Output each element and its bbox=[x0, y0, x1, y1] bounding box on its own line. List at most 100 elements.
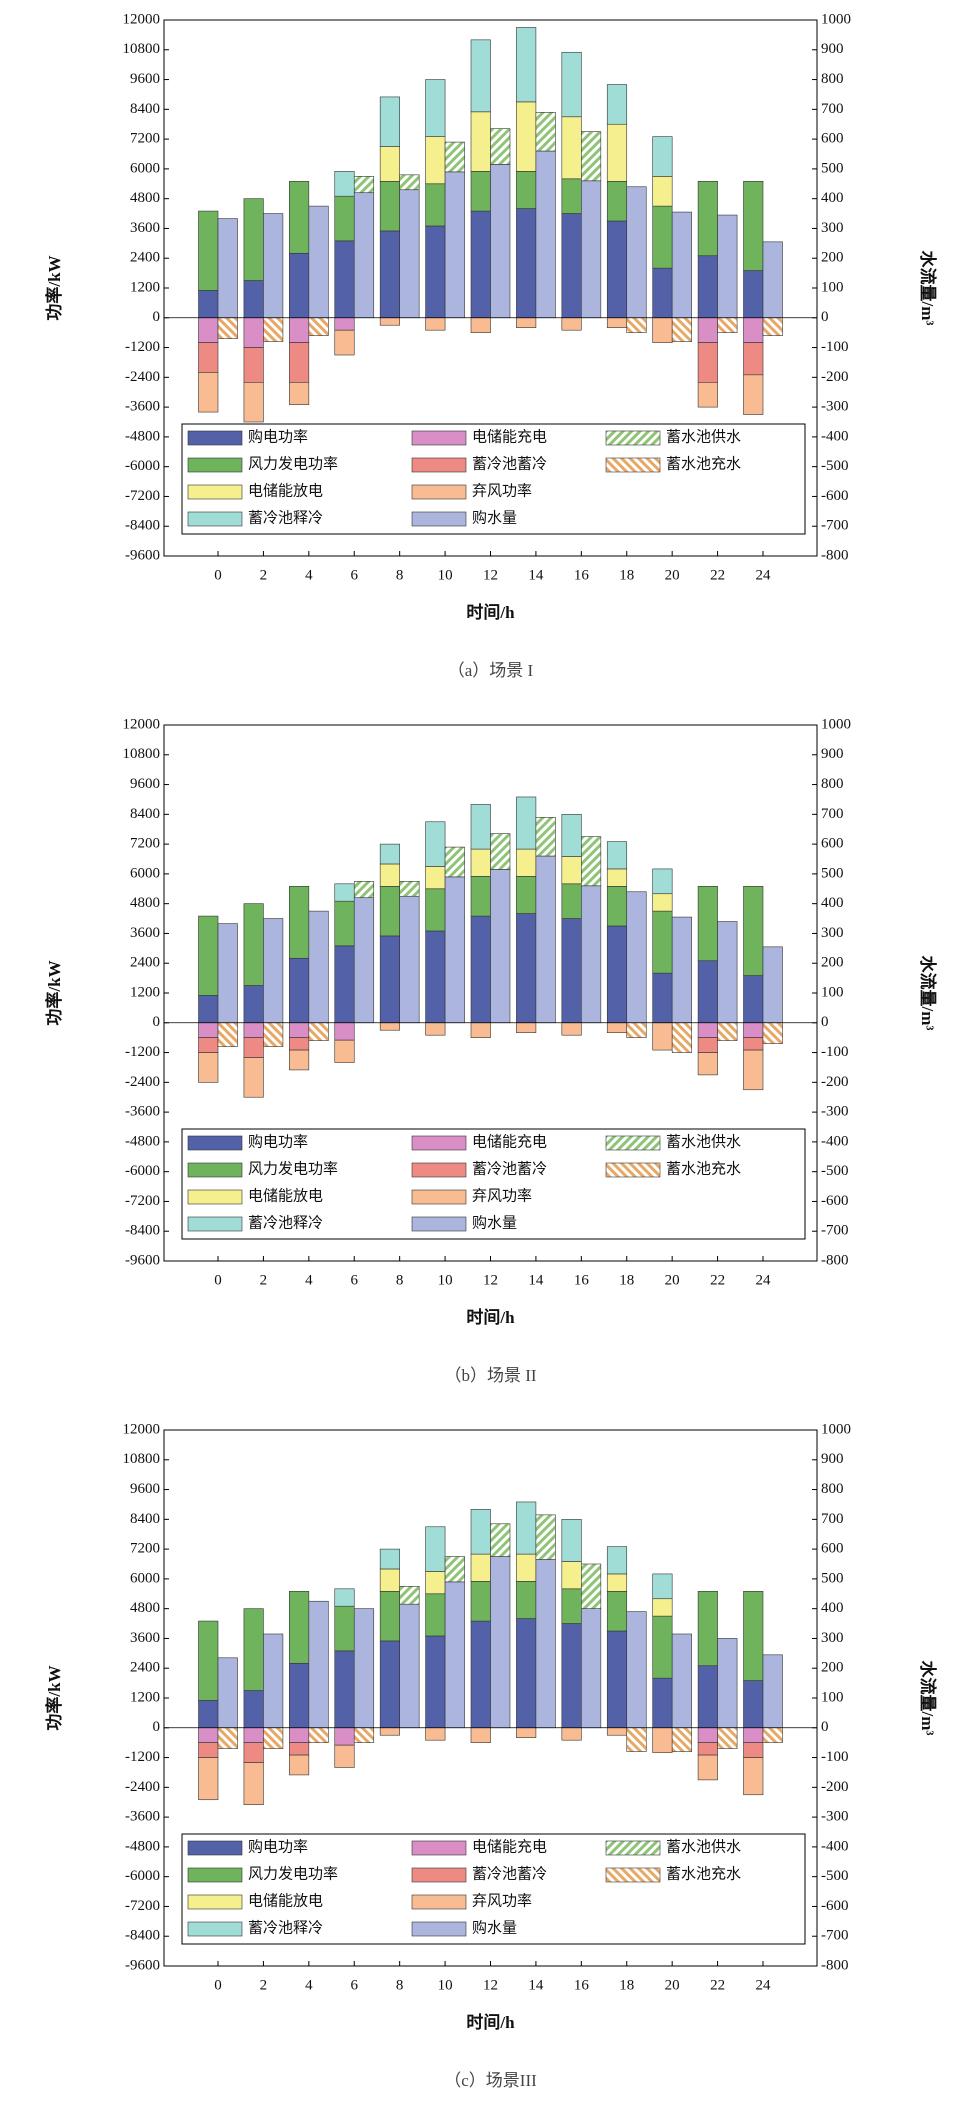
legend-label: 电储能充电 bbox=[472, 1838, 547, 1855]
y-tick-label: 1200 bbox=[130, 1689, 160, 1705]
y-tick-label: -8400 bbox=[125, 1223, 160, 1239]
bar bbox=[606, 180, 628, 222]
bar bbox=[606, 84, 628, 125]
bar bbox=[516, 876, 537, 914]
bar bbox=[535, 1559, 556, 1729]
bar bbox=[561, 213, 582, 319]
bar bbox=[652, 267, 673, 319]
x-tick-label: 22 bbox=[710, 567, 725, 583]
y-tick-label: -4800 bbox=[125, 1133, 160, 1149]
bar bbox=[308, 205, 329, 319]
y2-tick-label: 200 bbox=[821, 955, 844, 971]
x-tick-label: 12 bbox=[483, 567, 498, 583]
legend-label: 电储能放电 bbox=[248, 1892, 323, 1909]
y-tick-label: 4800 bbox=[130, 190, 160, 206]
bar bbox=[425, 1635, 446, 1729]
y2-axis-label: 水流量/m³ bbox=[918, 956, 938, 1031]
legend-label: 购水量 bbox=[472, 509, 517, 526]
bar bbox=[308, 1727, 329, 1743]
bar bbox=[334, 1744, 355, 1768]
legend-label: 电储能放电 bbox=[248, 482, 323, 499]
y2-tick-label: 1000 bbox=[821, 1421, 851, 1437]
bar bbox=[743, 975, 764, 1024]
y-tick-label: -1200 bbox=[125, 1749, 160, 1765]
bar bbox=[490, 1523, 511, 1557]
bar bbox=[243, 1727, 264, 1743]
y2-tick-label: -700 bbox=[821, 1223, 849, 1239]
bar bbox=[263, 918, 284, 1024]
bar bbox=[198, 1742, 219, 1758]
y2-tick-label: 600 bbox=[821, 131, 844, 147]
x-tick-label: 12 bbox=[483, 1272, 498, 1288]
x-tick-label: 2 bbox=[260, 567, 268, 583]
y2-tick-label: 700 bbox=[821, 101, 844, 117]
bar bbox=[561, 116, 582, 180]
y2-tick-label: 0 bbox=[821, 1014, 829, 1030]
bar bbox=[425, 1022, 446, 1036]
bar bbox=[626, 1611, 647, 1729]
legend-swatch bbox=[605, 1840, 661, 1856]
bar bbox=[379, 935, 400, 1024]
bar bbox=[516, 1618, 537, 1729]
bar bbox=[198, 342, 219, 373]
x-tick-label: 2 bbox=[260, 1977, 268, 1993]
y-tick-label: -2400 bbox=[125, 1074, 160, 1090]
bar bbox=[353, 1727, 375, 1743]
legend-swatch bbox=[187, 484, 243, 500]
legend-label: 电储能充电 bbox=[472, 428, 547, 445]
bar bbox=[516, 317, 537, 329]
bar bbox=[470, 1509, 491, 1555]
bar bbox=[626, 186, 647, 319]
x-tick-label: 14 bbox=[528, 1977, 544, 1993]
bar bbox=[444, 141, 465, 173]
legend-swatch bbox=[187, 457, 243, 473]
legend-swatch bbox=[411, 430, 467, 446]
y-tick-label: -3600 bbox=[125, 1104, 160, 1120]
bar bbox=[671, 1633, 692, 1729]
bar bbox=[717, 214, 738, 319]
bar bbox=[289, 1742, 310, 1756]
y-tick-label: -3600 bbox=[125, 1809, 160, 1825]
bar bbox=[334, 1605, 355, 1652]
y2-tick-label: 900 bbox=[821, 1451, 844, 1467]
bar bbox=[198, 372, 219, 413]
legend-box bbox=[181, 1128, 806, 1240]
bar bbox=[743, 180, 764, 271]
bar bbox=[425, 1593, 446, 1637]
bar bbox=[652, 317, 673, 343]
bar bbox=[198, 1757, 219, 1801]
bar bbox=[606, 317, 628, 329]
y-tick-label: 7200 bbox=[130, 131, 160, 147]
x-axis-label: 时间/h bbox=[466, 1307, 515, 1327]
bar bbox=[243, 1742, 264, 1763]
y2-tick-label: 800 bbox=[821, 71, 844, 87]
bar bbox=[425, 183, 446, 227]
y2-tick-label: -600 bbox=[821, 1898, 849, 1914]
bar bbox=[652, 136, 673, 177]
bar bbox=[425, 1727, 446, 1741]
y2-tick-label: 800 bbox=[821, 776, 844, 792]
legend-label: 购电功率 bbox=[248, 1838, 308, 1855]
bar bbox=[289, 1049, 310, 1071]
bar bbox=[561, 1561, 582, 1590]
bar bbox=[334, 1650, 355, 1729]
y2-tick-label: -600 bbox=[821, 1193, 849, 1209]
y-tick-label: -4800 bbox=[125, 428, 160, 444]
x-tick-label: 24 bbox=[756, 1272, 772, 1288]
y-tick-label: 9600 bbox=[130, 71, 160, 87]
bar bbox=[198, 290, 219, 319]
legend-label: 蓄冷池释冷 bbox=[248, 509, 323, 526]
bar bbox=[399, 1586, 420, 1605]
bar bbox=[263, 1727, 284, 1749]
bar bbox=[243, 317, 264, 348]
y-tick-label: 4800 bbox=[130, 895, 160, 911]
bar bbox=[743, 1742, 764, 1758]
bar bbox=[308, 1600, 329, 1729]
x-tick-label: 18 bbox=[619, 1272, 634, 1288]
bar bbox=[490, 164, 511, 319]
bar bbox=[561, 814, 582, 857]
bar bbox=[379, 1548, 400, 1570]
legend-swatch bbox=[605, 1135, 661, 1151]
bar bbox=[243, 198, 264, 281]
y-tick-label: 2400 bbox=[130, 250, 160, 266]
